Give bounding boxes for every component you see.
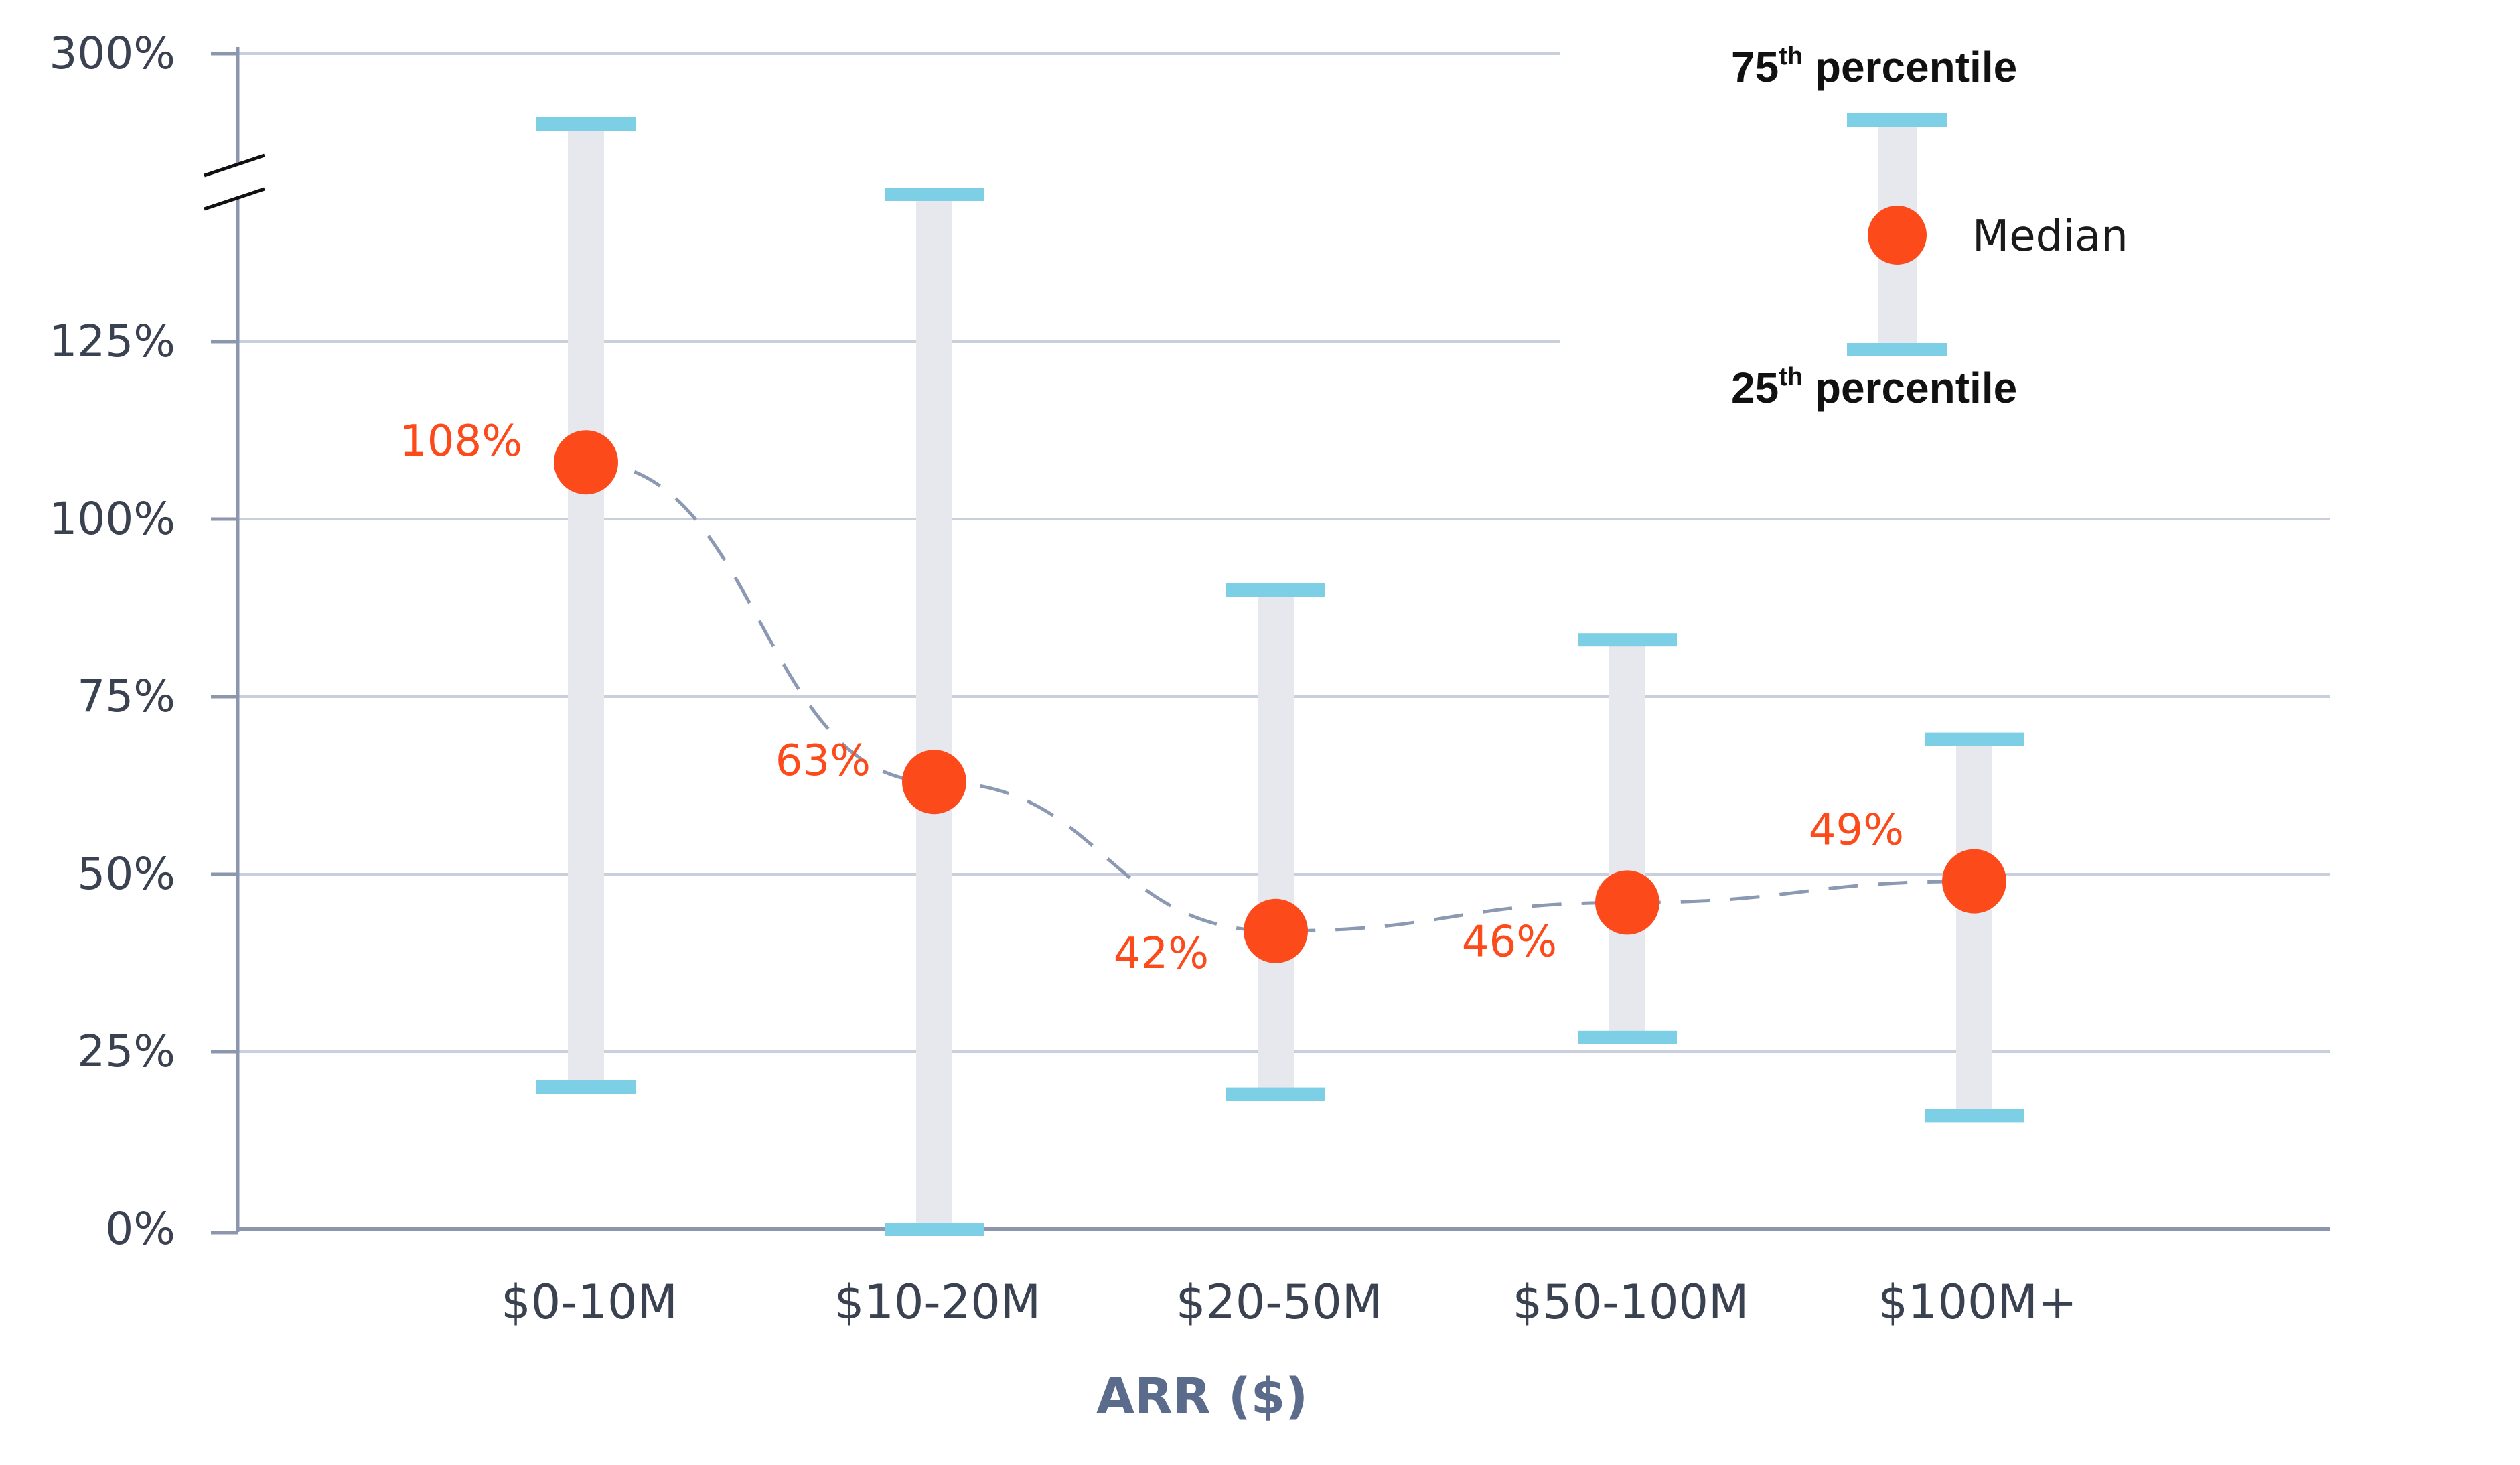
range-bar xyxy=(1956,739,1992,1116)
median-marker xyxy=(1942,849,2006,914)
x-tick-label: $10-20M xyxy=(834,1275,1041,1330)
median-marker xyxy=(902,750,966,815)
upper-quartile-cap xyxy=(1226,583,1325,597)
y-tick-label: 50% xyxy=(77,848,175,900)
x-axis-label: ARR ($) xyxy=(1096,1368,1308,1425)
range-bars xyxy=(536,117,2024,1236)
lower-quartile-cap xyxy=(1226,1087,1325,1101)
x-tick-label: $0-10M xyxy=(501,1275,678,1330)
legend-lower-cap xyxy=(1847,343,1947,356)
upper-quartile-cap xyxy=(1925,732,2024,746)
axes xyxy=(204,47,2330,1235)
legend-bottom-label: 25th percentile xyxy=(1731,363,2017,412)
y-tick-label: 100% xyxy=(49,493,175,545)
upper-quartile-cap xyxy=(885,188,984,201)
range-bar xyxy=(916,194,952,1229)
median-marker xyxy=(1244,898,1308,963)
lower-quartile-cap xyxy=(1925,1109,2024,1123)
axis-break-mark xyxy=(204,153,265,178)
lower-quartile-cap xyxy=(885,1223,984,1236)
y-tick-label: 75% xyxy=(77,671,175,722)
median-marker xyxy=(554,430,618,495)
legend: 75th percentile Median 25th percentile xyxy=(1731,42,2128,412)
x-tick-labels: $0-10M $10-20M $20-50M $50-100M $100M+ xyxy=(501,1275,2077,1330)
median-data-labels: 108% 63% 42% 46% 49% xyxy=(400,417,1904,979)
legend-median-label: Median xyxy=(1972,212,2128,261)
median-data-label: 108% xyxy=(400,417,522,466)
median-data-label: 63% xyxy=(775,736,871,786)
x-tick-label: $100M+ xyxy=(1878,1275,2077,1330)
upper-quartile-cap xyxy=(1578,633,1677,647)
range-bar xyxy=(1258,590,1294,1095)
median-data-label: 42% xyxy=(1114,929,1209,979)
x-tick-label: $50-100M xyxy=(1513,1275,1749,1330)
median-data-label: 46% xyxy=(1462,917,1557,967)
lower-quartile-cap xyxy=(536,1080,636,1094)
legend-top-label: 75th percentile xyxy=(1731,42,2017,91)
y-tick-labels: 0% 25% 50% 75% 100% 125% 300% xyxy=(49,27,175,1255)
median-marker xyxy=(1595,870,1659,935)
y-tick-label: 0% xyxy=(105,1203,175,1255)
trend-line xyxy=(585,460,1975,933)
axis-break-mark xyxy=(204,187,265,211)
y-tick-label: 25% xyxy=(77,1026,175,1077)
upper-quartile-cap xyxy=(536,117,636,131)
median-markers xyxy=(554,430,2006,963)
x-tick-label: $20-50M xyxy=(1176,1275,1382,1330)
lower-quartile-cap xyxy=(1578,1030,1677,1044)
range-bar xyxy=(568,124,604,1087)
range-bar xyxy=(1609,640,1645,1038)
median-trend-line xyxy=(585,460,1975,933)
y-tick-label: 125% xyxy=(49,316,175,367)
legend-median-marker xyxy=(1868,206,1927,265)
median-data-label: 49% xyxy=(1809,806,1904,855)
y-tick-label: 300% xyxy=(49,27,175,79)
legend-upper-cap xyxy=(1847,113,1947,127)
